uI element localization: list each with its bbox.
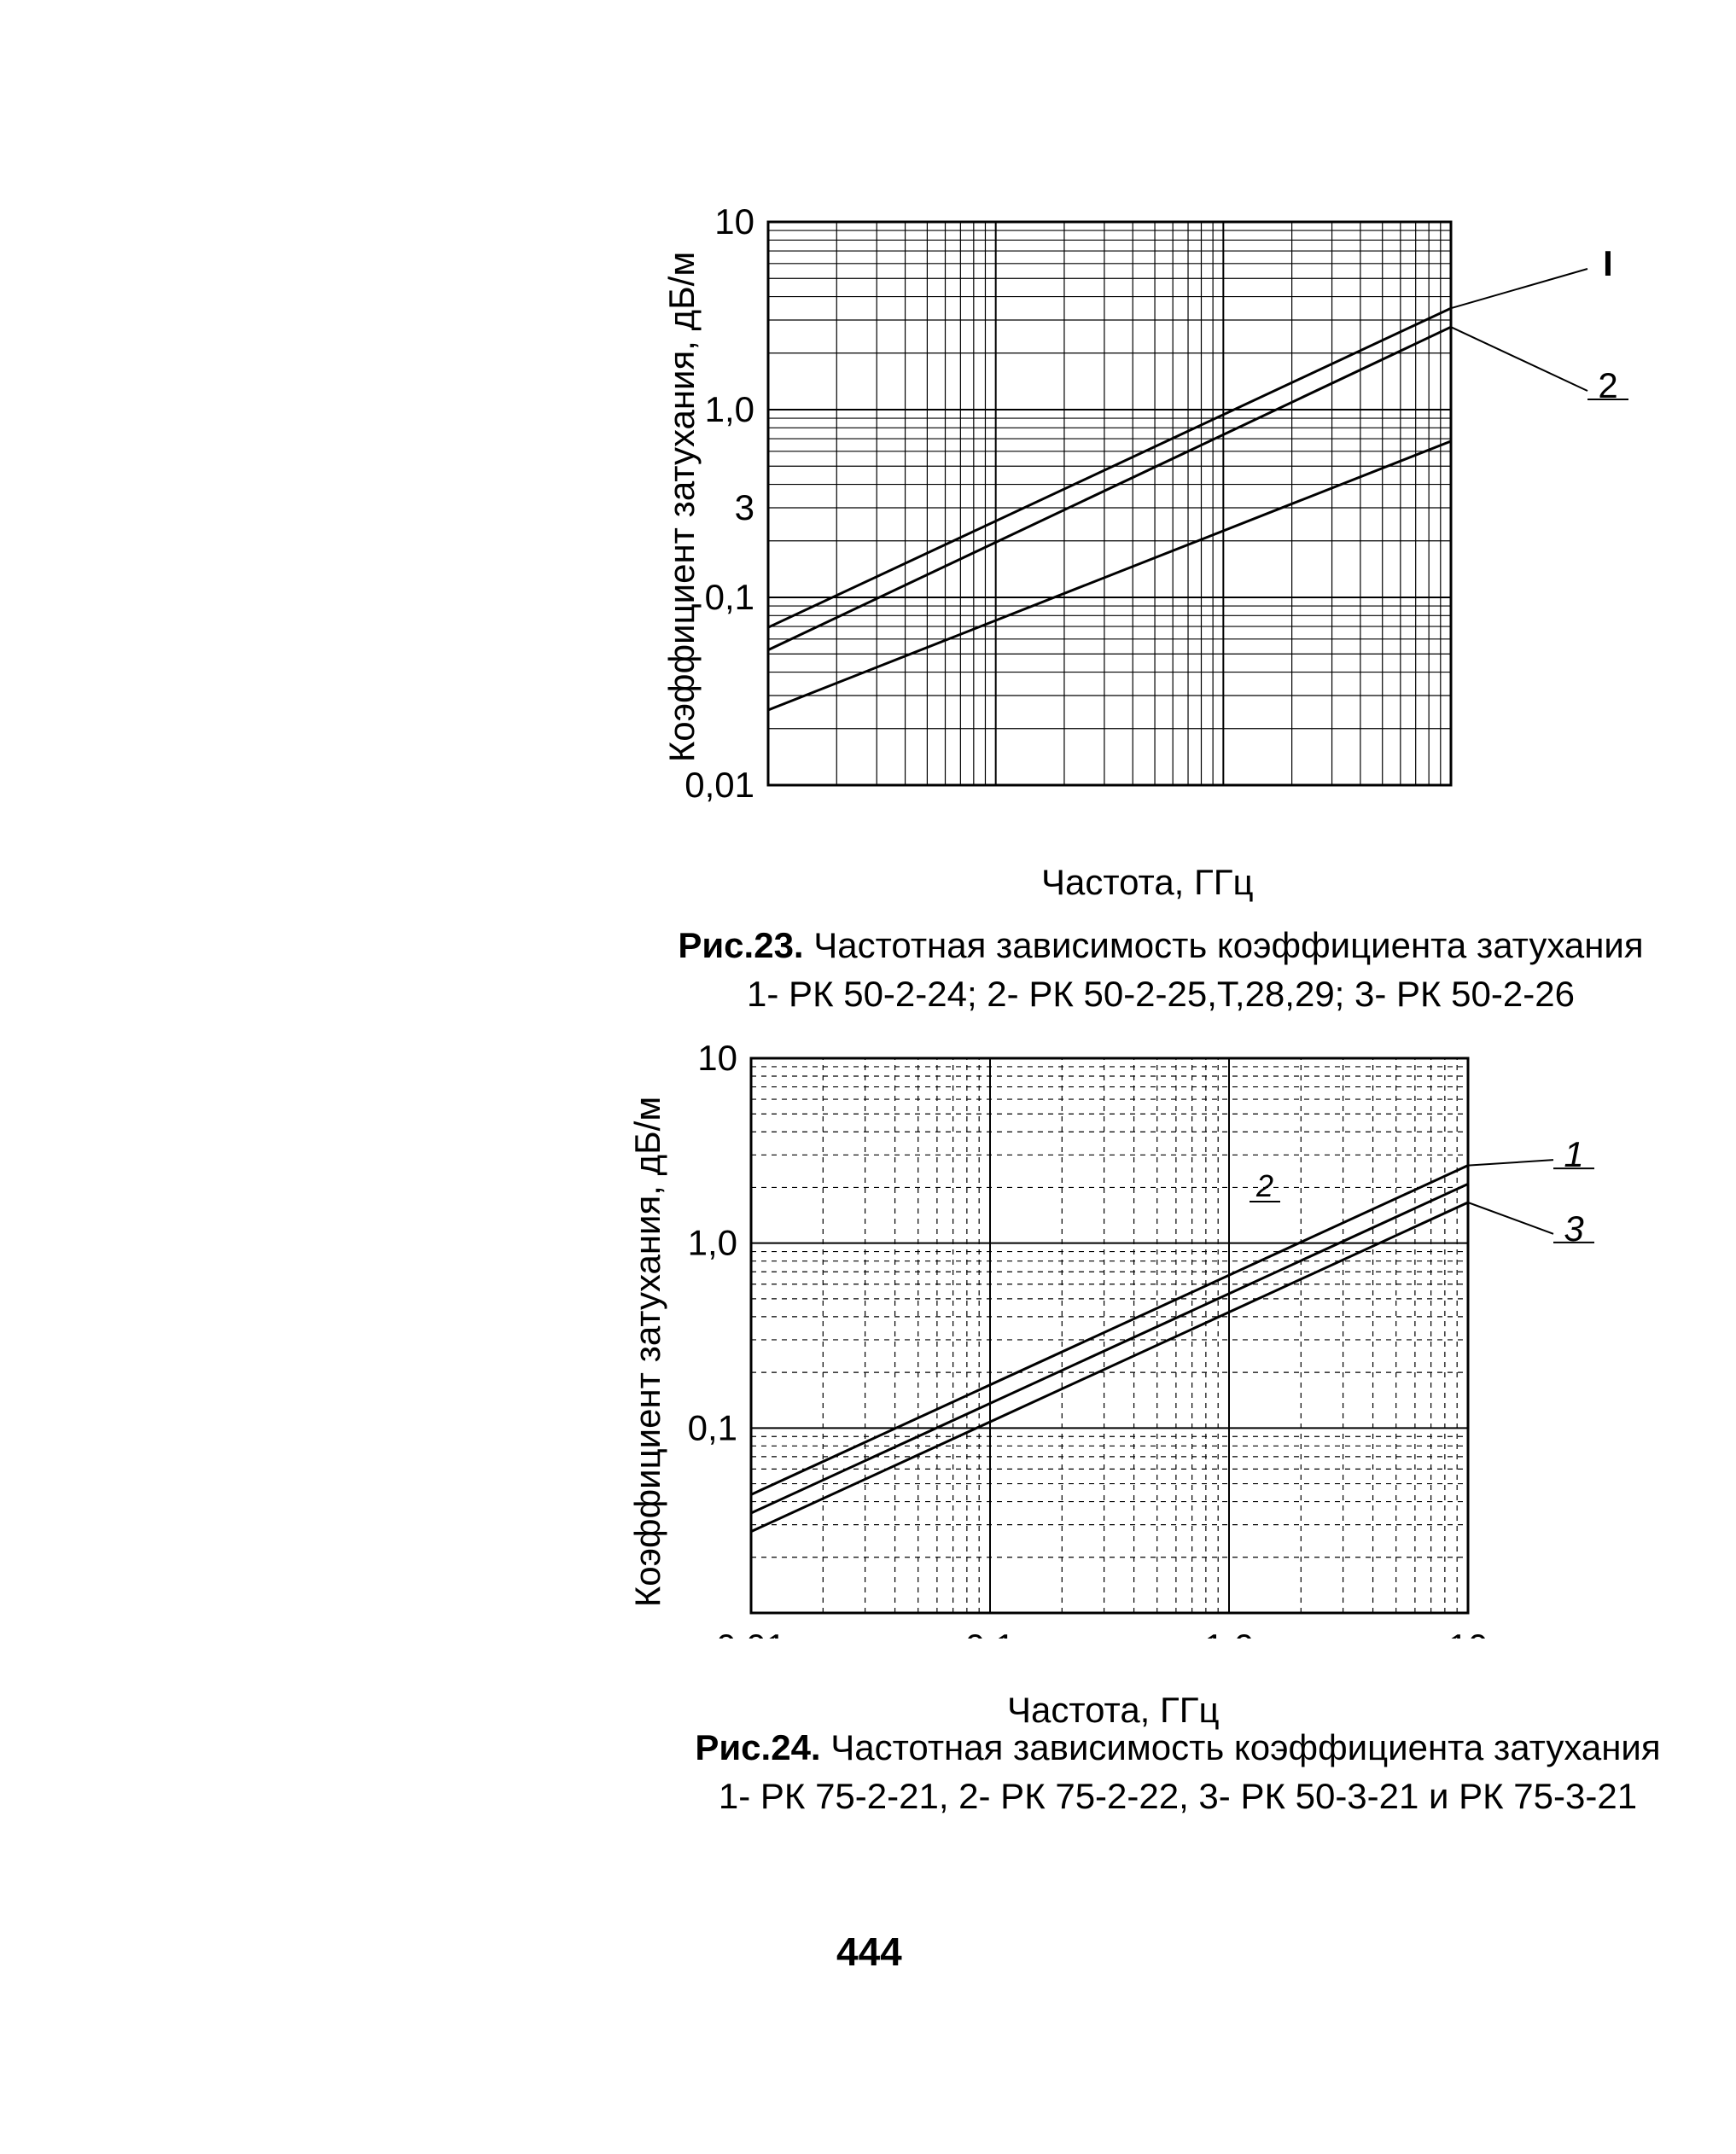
svg-text:0,1: 0,1	[965, 1627, 1015, 1639]
figure-23-svg: 10 1,0 3 0,1 0,010,01 0,1 1,0 10 I 2	[649, 205, 1656, 802]
figure-23-caption-line2: 1- РК 50-2-24; 2- РК 50-2-25,Т,28,29; 3-…	[649, 970, 1673, 1019]
figure-24-caption-text: Частотная зависимость коэффициента затух…	[821, 1727, 1661, 1767]
figure-23-caption-line1: Рис.23. Частотная зависимость коэффициен…	[649, 922, 1673, 970]
figure-23-caption-text: Частотная зависимость коэффициента затух…	[804, 925, 1644, 965]
svg-text:2: 2	[1255, 1168, 1273, 1203]
svg-text:0,1: 0,1	[970, 799, 1020, 802]
figure-23-caption-bold: Рис.23.	[678, 925, 803, 965]
figure-24: 10 1,0 0,1 0,01 0,1 1,0 10 1 3 2 Коэффициент зату…	[615, 1041, 1622, 1639]
svg-text:0,1: 0,1	[688, 1407, 737, 1447]
page: 101,030,10,010,010,11,010I2 Коэффициент …	[0, 0, 1736, 2154]
figure-23-ylabel: Коэффициент затухания, дБ/м	[661, 252, 702, 762]
svg-text:10: 10	[1431, 799, 1471, 802]
figure-24-svg: 10 1,0 0,1 0,01 0,1 1,0 10 1 3 2	[615, 1041, 1622, 1639]
figure-24-caption-line2: 1- РК 75-2-21, 2- РК 75-2-22, 3- РК 50-3…	[649, 1773, 1707, 1821]
svg-text:0,01: 0,01	[716, 1627, 786, 1639]
svg-text:3: 3	[735, 487, 754, 527]
figure-24-caption-bold: Рис.24.	[695, 1727, 820, 1767]
svg-text:1,0: 1,0	[1198, 799, 1248, 802]
svg-text:0,01: 0,01	[733, 799, 803, 802]
svg-text:0,01: 0,01	[684, 765, 754, 802]
svg-text:3: 3	[1564, 1208, 1583, 1249]
figure-24-caption-line1: Рис.24. Частотная зависимость коэффициен…	[649, 1724, 1707, 1773]
figure-23-plot: 10 1,0 3 0,1 0,010,01 0,1 1,0 10 I 2	[649, 205, 1656, 802]
svg-text:2: 2	[1598, 365, 1617, 405]
svg-text:10: 10	[1448, 1627, 1488, 1639]
svg-text:0,1: 0,1	[705, 577, 754, 617]
page-number: 444	[836, 1929, 902, 1975]
svg-text:1,0: 1,0	[688, 1223, 737, 1263]
svg-text:1,0: 1,0	[1204, 1627, 1254, 1639]
svg-text:1: 1	[1564, 1134, 1583, 1174]
svg-text:10: 10	[697, 1041, 737, 1078]
figure-23-xlabel: Частота, ГГц	[1041, 862, 1254, 903]
svg-text:1,0: 1,0	[705, 389, 754, 429]
figure-24-plot: 10 1,0 0,1 0,01 0,1 1,0 10 1 3 2	[615, 1041, 1622, 1639]
svg-text:I: I	[1603, 243, 1613, 283]
figure-23-caption: Рис.23. Частотная зависимость коэффициен…	[649, 922, 1673, 1018]
figure-23: 10 1,0 3 0,1 0,010,01 0,1 1,0 10 I 2 Коэффициент …	[649, 205, 1656, 802]
figure-24-caption: Рис.24. Частотная зависимость коэффициен…	[649, 1724, 1707, 1820]
svg-text:10: 10	[714, 205, 754, 242]
figure-24-ylabel: Коэффициент затухания, дБ/м	[627, 1097, 668, 1607]
